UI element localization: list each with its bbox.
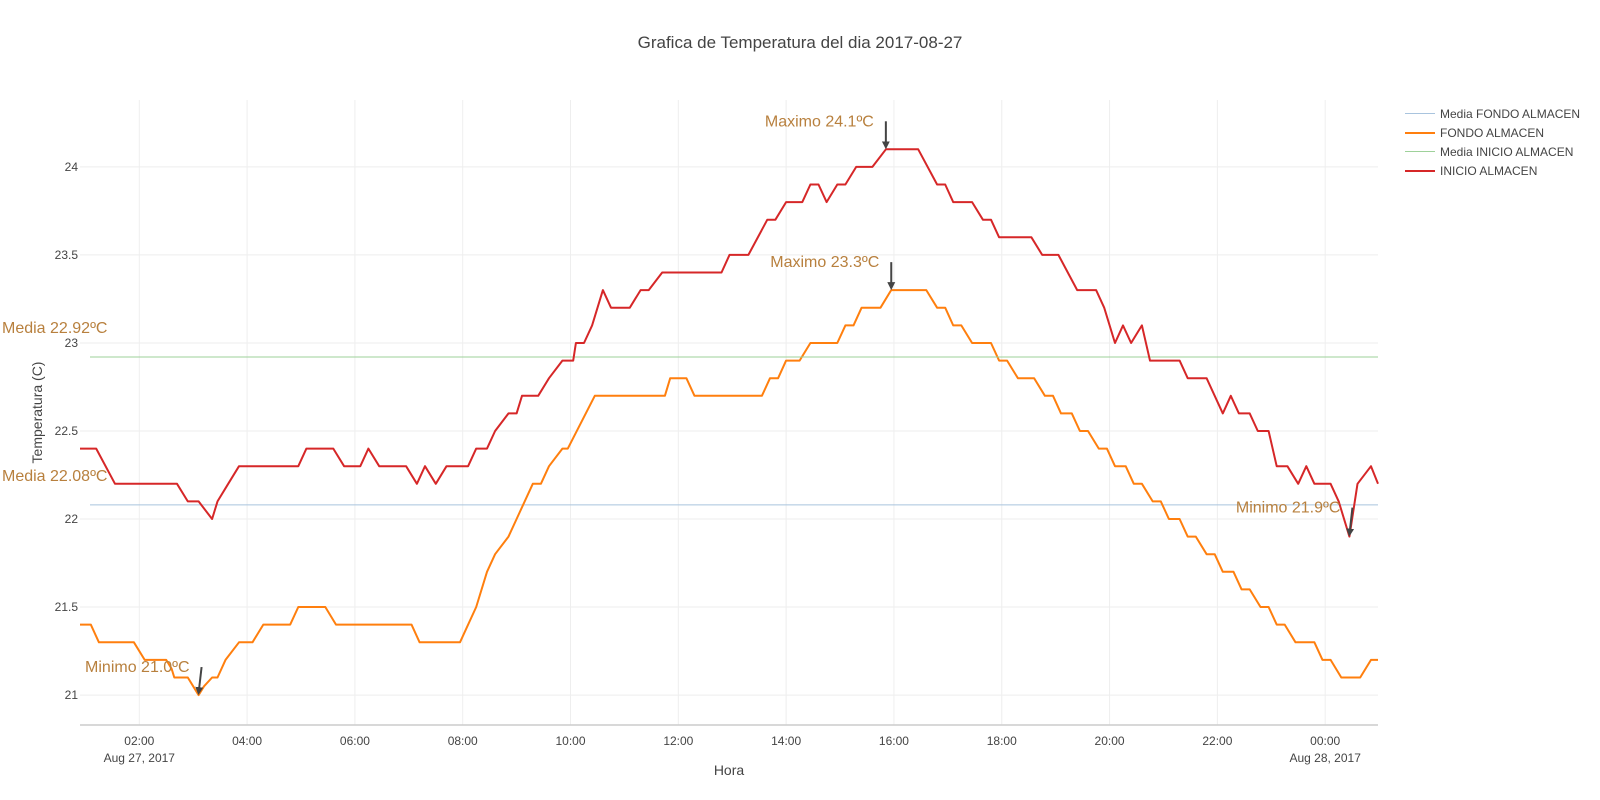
annotation-label: Minimo 21.0ºC — [85, 659, 190, 676]
legend-swatch — [1405, 169, 1435, 172]
x-tick-label: 10:00 — [556, 734, 586, 748]
annotation-label: Maximo 23.3ºC — [770, 254, 879, 271]
chart-title: Grafica de Temperatura del dia 2017-08-2… — [637, 33, 963, 52]
y-tick-label: 23 — [65, 336, 79, 350]
legend: Media FONDO ALMACEN FONDO ALMACEN Media … — [1405, 104, 1580, 180]
x-tick-label: 22:00 — [1202, 734, 1232, 748]
legend-item-media-fondo[interactable]: Media FONDO ALMACEN — [1405, 104, 1580, 123]
x-tick-label: 02:00 — [124, 734, 154, 748]
x-tick-sublabel: Aug 28, 2017 — [1289, 751, 1361, 765]
legend-item-fondo[interactable]: FONDO ALMACEN — [1405, 123, 1580, 142]
y-tick-label: 22.5 — [55, 424, 79, 438]
y-axis-title: Temperatura (C) — [29, 362, 45, 464]
y-tick-label: 23.5 — [55, 248, 79, 262]
legend-swatch — [1405, 131, 1435, 134]
annotation-label: Maximo 24.1ºC — [765, 113, 874, 130]
x-tick-label: 18:00 — [987, 734, 1017, 748]
legend-label: FONDO ALMACEN — [1440, 125, 1545, 140]
x-tick-label: 14:00 — [771, 734, 801, 748]
y-tick-label: 21.5 — [55, 600, 79, 614]
x-tick-label: 20:00 — [1095, 734, 1125, 748]
y-tick-label: 22 — [65, 512, 79, 526]
x-tick-label: 08:00 — [448, 734, 478, 748]
annotation-label: Minimo 21.9ºC — [1236, 500, 1341, 517]
x-tick-label: 04:00 — [232, 734, 262, 748]
x-tick-label: 06:00 — [340, 734, 370, 748]
x-tick-label: 12:00 — [663, 734, 693, 748]
legend-item-inicio[interactable]: INICIO ALMACEN — [1405, 161, 1580, 180]
y-tick-label: 24 — [65, 160, 79, 174]
series-inicio-line — [80, 148, 1379, 538]
x-tick-label: 16:00 — [879, 734, 909, 748]
x-tick-sublabel: Aug 27, 2017 — [104, 751, 176, 765]
y-tick-label: 21 — [65, 688, 79, 702]
x-tick-label: 00:00 — [1310, 734, 1340, 748]
legend-label: INICIO ALMACEN — [1440, 163, 1538, 178]
legend-swatch — [1405, 113, 1435, 114]
annotation-label: Media 22.08ºC — [2, 468, 107, 485]
legend-swatch — [1405, 151, 1435, 152]
series-fondo-line — [80, 289, 1378, 697]
x-axis-title: Hora — [714, 762, 745, 778]
annotation-arrow — [195, 666, 204, 696]
legend-label: Media INICIO ALMACEN — [1440, 144, 1574, 159]
legend-item-media-inicio[interactable]: Media INICIO ALMACEN — [1405, 142, 1580, 161]
annotation-arrow — [1346, 507, 1355, 537]
legend-label: Media FONDO ALMACEN — [1440, 106, 1581, 121]
annotation-label: Media 22.92ºC — [2, 320, 107, 337]
